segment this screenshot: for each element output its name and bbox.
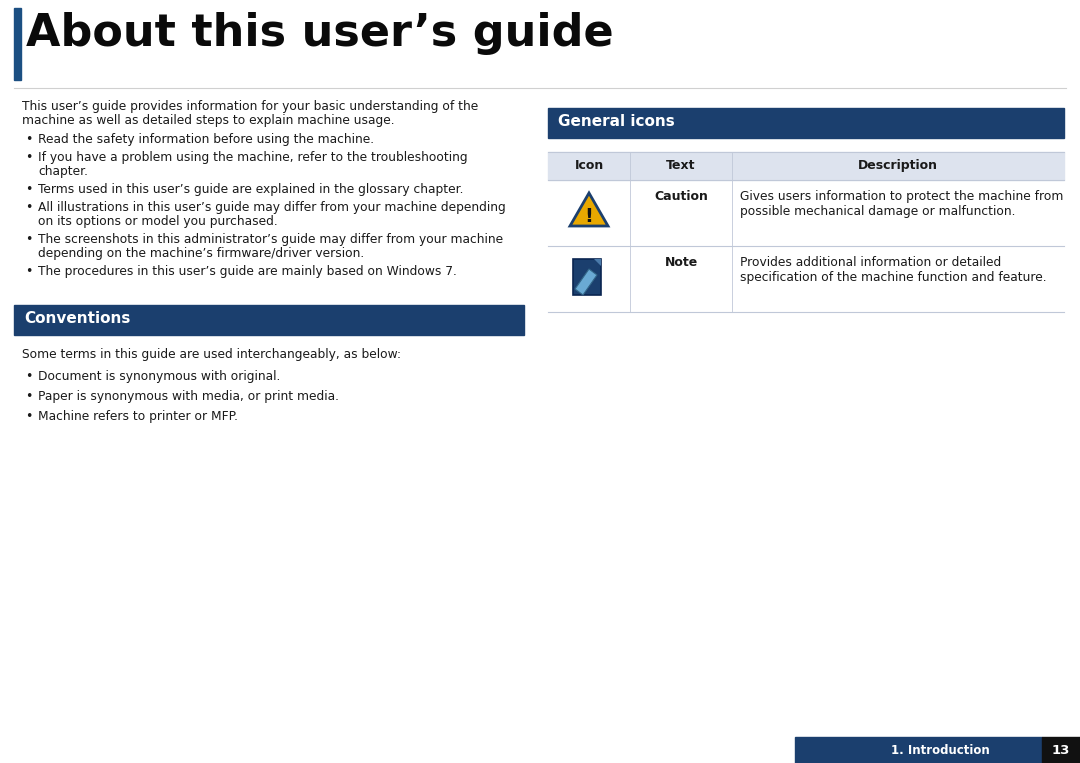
Text: Caution: Caution bbox=[654, 190, 707, 203]
Text: Some terms in this guide are used interchangeably, as below:: Some terms in this guide are used interc… bbox=[22, 348, 401, 361]
Text: Note: Note bbox=[664, 256, 698, 269]
Text: •: • bbox=[25, 201, 32, 214]
Text: Conventions: Conventions bbox=[24, 311, 131, 326]
FancyBboxPatch shape bbox=[573, 259, 600, 295]
Text: Machine refers to printer or MFP.: Machine refers to printer or MFP. bbox=[38, 410, 238, 423]
Text: About this user’s guide: About this user’s guide bbox=[26, 12, 613, 55]
Text: Provides additional information or detailed
specification of the machine functio: Provides additional information or detai… bbox=[740, 256, 1047, 284]
Text: •: • bbox=[25, 370, 32, 383]
Polygon shape bbox=[570, 193, 608, 226]
Text: •: • bbox=[25, 151, 32, 164]
Text: 13: 13 bbox=[1052, 744, 1070, 757]
Text: !: ! bbox=[584, 208, 593, 227]
Text: All illustrations in this user’s guide may differ from your machine depending: All illustrations in this user’s guide m… bbox=[38, 201, 505, 214]
Text: on its options or model you purchased.: on its options or model you purchased. bbox=[38, 215, 278, 228]
Text: •: • bbox=[25, 233, 32, 246]
Text: This user’s guide provides information for your basic understanding of the: This user’s guide provides information f… bbox=[22, 100, 478, 113]
Text: Paper is synonymous with media, or print media.: Paper is synonymous with media, or print… bbox=[38, 390, 339, 403]
Text: •: • bbox=[25, 265, 32, 278]
Bar bbox=[548, 108, 1064, 138]
Text: chapter.: chapter. bbox=[38, 165, 87, 178]
Text: machine as well as detailed steps to explain machine usage.: machine as well as detailed steps to exp… bbox=[22, 114, 394, 127]
Text: •: • bbox=[25, 133, 32, 146]
Text: The screenshots in this administrator’s guide may differ from your machine: The screenshots in this administrator’s … bbox=[38, 233, 503, 246]
Text: •: • bbox=[25, 390, 32, 403]
Polygon shape bbox=[575, 269, 597, 295]
Text: Read the safety information before using the machine.: Read the safety information before using… bbox=[38, 133, 374, 146]
Text: Gives users information to protect the machine from
possible mechanical damage o: Gives users information to protect the m… bbox=[740, 190, 1064, 218]
Text: Terms used in this user’s guide are explained in the glossary chapter.: Terms used in this user’s guide are expl… bbox=[38, 183, 463, 196]
Bar bbox=[548, 152, 1064, 180]
Text: Description: Description bbox=[858, 159, 939, 172]
Text: depending on the machine’s firmware/driver version.: depending on the machine’s firmware/driv… bbox=[38, 247, 364, 260]
Text: General icons: General icons bbox=[558, 114, 675, 129]
Bar bbox=[14, 8, 21, 80]
Text: •: • bbox=[25, 410, 32, 423]
Text: Text: Text bbox=[666, 159, 696, 172]
Text: If you have a problem using the machine, refer to the troubleshooting: If you have a problem using the machine,… bbox=[38, 151, 468, 164]
Text: Icon: Icon bbox=[575, 159, 604, 172]
Text: •: • bbox=[25, 183, 32, 196]
Text: Document is synonymous with original.: Document is synonymous with original. bbox=[38, 370, 281, 383]
Polygon shape bbox=[594, 259, 600, 266]
Text: The procedures in this user’s guide are mainly based on Windows 7.: The procedures in this user’s guide are … bbox=[38, 265, 457, 278]
Text: 1. Introduction: 1. Introduction bbox=[891, 744, 990, 757]
Bar bbox=[14, 305, 524, 335]
Bar bbox=[1042, 737, 1080, 763]
Bar bbox=[795, 737, 1042, 763]
